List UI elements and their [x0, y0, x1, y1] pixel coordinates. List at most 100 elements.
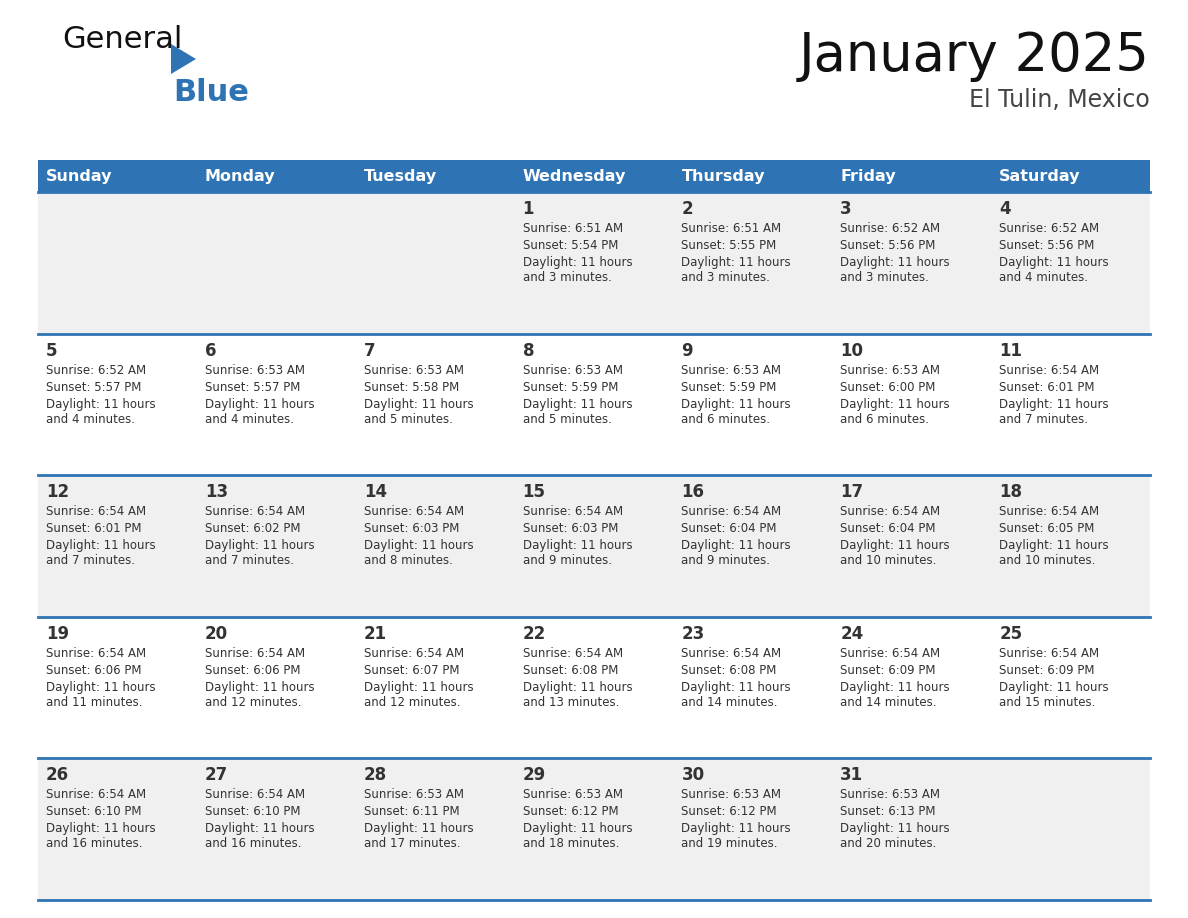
Text: Sunset: 6:09 PM: Sunset: 6:09 PM — [999, 664, 1094, 677]
Text: and 4 minutes.: and 4 minutes. — [46, 412, 135, 426]
Text: Sunrise: 6:54 AM: Sunrise: 6:54 AM — [999, 647, 1099, 660]
Text: Sunrise: 6:53 AM: Sunrise: 6:53 AM — [682, 789, 782, 801]
Text: Daylight: 11 hours: Daylight: 11 hours — [364, 681, 473, 694]
Text: and 7 minutes.: and 7 minutes. — [46, 554, 135, 567]
Text: and 7 minutes.: and 7 minutes. — [204, 554, 293, 567]
Text: Sunset: 5:59 PM: Sunset: 5:59 PM — [523, 381, 618, 394]
Text: 2: 2 — [682, 200, 693, 218]
Text: Sunset: 6:03 PM: Sunset: 6:03 PM — [523, 522, 618, 535]
Text: and 5 minutes.: and 5 minutes. — [364, 412, 453, 426]
Text: Saturday: Saturday — [999, 169, 1081, 184]
Text: Daylight: 11 hours: Daylight: 11 hours — [204, 823, 315, 835]
Text: and 7 minutes.: and 7 minutes. — [999, 412, 1088, 426]
Text: Sunrise: 6:53 AM: Sunrise: 6:53 AM — [204, 364, 305, 376]
Text: and 3 minutes.: and 3 minutes. — [682, 271, 770, 284]
Text: 11: 11 — [999, 341, 1022, 360]
Text: Sunrise: 6:53 AM: Sunrise: 6:53 AM — [682, 364, 782, 376]
Text: and 3 minutes.: and 3 minutes. — [840, 271, 929, 284]
Text: Sunrise: 6:54 AM: Sunrise: 6:54 AM — [46, 647, 146, 660]
Text: Daylight: 11 hours: Daylight: 11 hours — [840, 539, 950, 553]
Text: and 4 minutes.: and 4 minutes. — [204, 412, 293, 426]
Text: Sunrise: 6:54 AM: Sunrise: 6:54 AM — [204, 647, 305, 660]
Text: Sunset: 6:00 PM: Sunset: 6:00 PM — [840, 381, 936, 394]
Text: 8: 8 — [523, 341, 535, 360]
Text: 28: 28 — [364, 767, 387, 784]
Text: Sunset: 5:55 PM: Sunset: 5:55 PM — [682, 239, 777, 252]
Text: Sunset: 6:11 PM: Sunset: 6:11 PM — [364, 805, 460, 819]
Text: Sunset: 6:06 PM: Sunset: 6:06 PM — [46, 664, 141, 677]
Text: and 18 minutes.: and 18 minutes. — [523, 837, 619, 850]
Bar — [38, 617, 1150, 758]
Text: Sunset: 6:06 PM: Sunset: 6:06 PM — [204, 664, 301, 677]
Text: Daylight: 11 hours: Daylight: 11 hours — [46, 539, 156, 553]
Text: Sunrise: 6:54 AM: Sunrise: 6:54 AM — [46, 505, 146, 518]
Text: and 14 minutes.: and 14 minutes. — [682, 696, 778, 709]
Text: Daylight: 11 hours: Daylight: 11 hours — [523, 823, 632, 835]
Text: Monday: Monday — [204, 169, 276, 184]
Text: and 10 minutes.: and 10 minutes. — [840, 554, 936, 567]
Text: Sunset: 5:56 PM: Sunset: 5:56 PM — [840, 239, 936, 252]
Text: General: General — [62, 25, 183, 54]
Text: Daylight: 11 hours: Daylight: 11 hours — [840, 256, 950, 269]
Text: Sunset: 6:03 PM: Sunset: 6:03 PM — [364, 522, 459, 535]
Text: Daylight: 11 hours: Daylight: 11 hours — [840, 823, 950, 835]
Text: and 15 minutes.: and 15 minutes. — [999, 696, 1095, 709]
Text: and 16 minutes.: and 16 minutes. — [204, 837, 302, 850]
Text: Sunrise: 6:53 AM: Sunrise: 6:53 AM — [523, 364, 623, 376]
Text: Sunrise: 6:54 AM: Sunrise: 6:54 AM — [523, 505, 623, 518]
Text: Daylight: 11 hours: Daylight: 11 hours — [840, 681, 950, 694]
Text: Sunrise: 6:53 AM: Sunrise: 6:53 AM — [523, 789, 623, 801]
Text: Sunset: 6:02 PM: Sunset: 6:02 PM — [204, 522, 301, 535]
Text: Daylight: 11 hours: Daylight: 11 hours — [523, 256, 632, 269]
Text: 25: 25 — [999, 625, 1022, 643]
Text: 27: 27 — [204, 767, 228, 784]
Text: Daylight: 11 hours: Daylight: 11 hours — [523, 539, 632, 553]
Text: Daylight: 11 hours: Daylight: 11 hours — [999, 256, 1108, 269]
Text: and 12 minutes.: and 12 minutes. — [364, 696, 460, 709]
Text: Sunset: 6:04 PM: Sunset: 6:04 PM — [840, 522, 936, 535]
Text: Sunset: 5:56 PM: Sunset: 5:56 PM — [999, 239, 1094, 252]
Bar — [197, 160, 355, 192]
Text: Sunset: 6:01 PM: Sunset: 6:01 PM — [999, 381, 1094, 394]
Text: Daylight: 11 hours: Daylight: 11 hours — [46, 681, 156, 694]
Text: Sunrise: 6:54 AM: Sunrise: 6:54 AM — [682, 647, 782, 660]
Text: Sunset: 6:04 PM: Sunset: 6:04 PM — [682, 522, 777, 535]
Text: 16: 16 — [682, 483, 704, 501]
Text: and 17 minutes.: and 17 minutes. — [364, 837, 460, 850]
Text: and 4 minutes.: and 4 minutes. — [999, 271, 1088, 284]
Text: 29: 29 — [523, 767, 545, 784]
Text: Daylight: 11 hours: Daylight: 11 hours — [682, 681, 791, 694]
Bar — [355, 160, 514, 192]
Text: Sunset: 6:10 PM: Sunset: 6:10 PM — [46, 805, 141, 819]
Text: Daylight: 11 hours: Daylight: 11 hours — [364, 823, 473, 835]
Text: and 13 minutes.: and 13 minutes. — [523, 696, 619, 709]
Bar — [674, 160, 833, 192]
Text: January 2025: January 2025 — [800, 30, 1150, 82]
Text: Daylight: 11 hours: Daylight: 11 hours — [682, 397, 791, 410]
Text: Sunrise: 6:54 AM: Sunrise: 6:54 AM — [364, 505, 463, 518]
Text: Daylight: 11 hours: Daylight: 11 hours — [999, 397, 1108, 410]
Text: Sunset: 5:57 PM: Sunset: 5:57 PM — [46, 381, 141, 394]
Text: Sunrise: 6:54 AM: Sunrise: 6:54 AM — [204, 789, 305, 801]
Text: Sunset: 6:08 PM: Sunset: 6:08 PM — [682, 664, 777, 677]
Text: and 9 minutes.: and 9 minutes. — [682, 554, 771, 567]
Text: 21: 21 — [364, 625, 387, 643]
Text: Sunset: 6:09 PM: Sunset: 6:09 PM — [840, 664, 936, 677]
Text: Sunrise: 6:53 AM: Sunrise: 6:53 AM — [364, 364, 463, 376]
Text: Daylight: 11 hours: Daylight: 11 hours — [204, 539, 315, 553]
Bar — [38, 758, 1150, 900]
Text: Sunset: 6:01 PM: Sunset: 6:01 PM — [46, 522, 141, 535]
Text: 26: 26 — [46, 767, 69, 784]
Text: 23: 23 — [682, 625, 704, 643]
Text: Sunrise: 6:54 AM: Sunrise: 6:54 AM — [682, 505, 782, 518]
Text: Sunrise: 6:54 AM: Sunrise: 6:54 AM — [204, 505, 305, 518]
Text: and 16 minutes.: and 16 minutes. — [46, 837, 143, 850]
Text: 5: 5 — [46, 341, 57, 360]
Text: Sunrise: 6:54 AM: Sunrise: 6:54 AM — [840, 647, 941, 660]
Text: 1: 1 — [523, 200, 535, 218]
Text: 20: 20 — [204, 625, 228, 643]
Text: Sunset: 5:57 PM: Sunset: 5:57 PM — [204, 381, 301, 394]
Text: Sunrise: 6:52 AM: Sunrise: 6:52 AM — [46, 364, 146, 376]
Text: Sunset: 5:59 PM: Sunset: 5:59 PM — [682, 381, 777, 394]
Text: Daylight: 11 hours: Daylight: 11 hours — [204, 397, 315, 410]
